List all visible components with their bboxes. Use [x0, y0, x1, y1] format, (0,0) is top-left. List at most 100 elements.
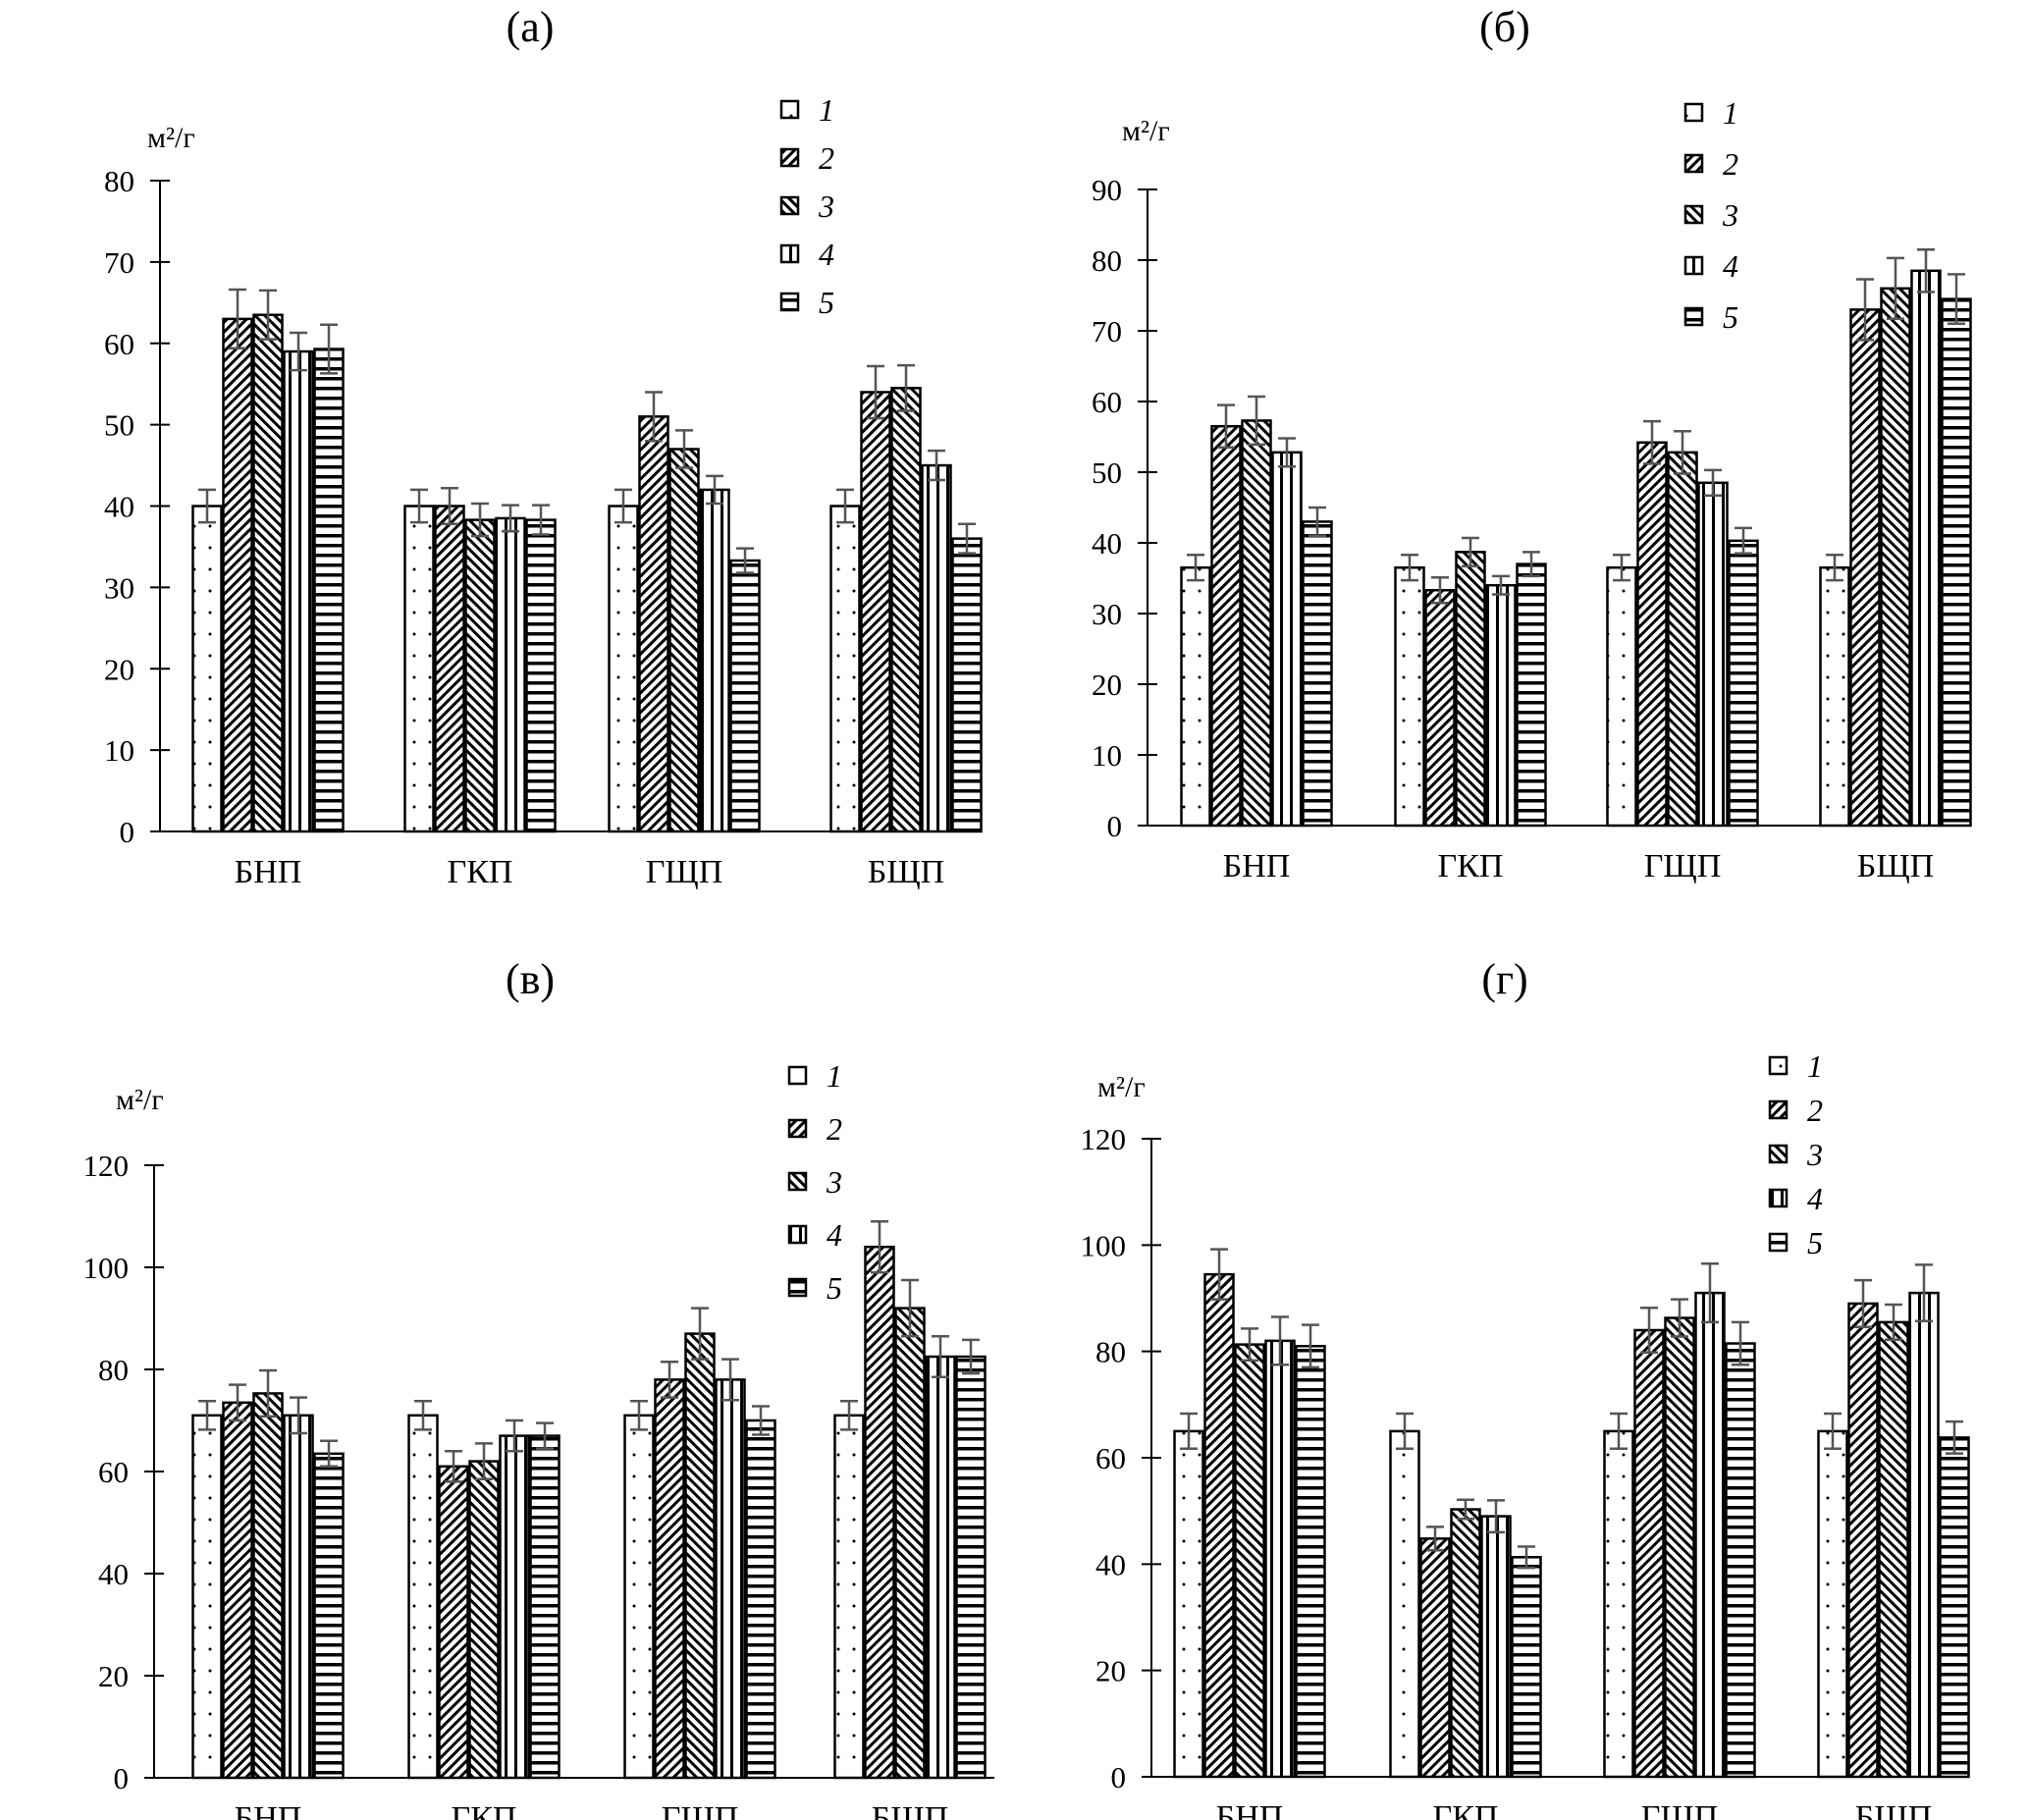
- x-tick-label: ГЩП: [646, 854, 723, 890]
- legend-swatch-5: [787, 1277, 808, 1298]
- chart-title: (в): [506, 955, 555, 1003]
- bar-series-5: [1941, 297, 1972, 828]
- bar-series-1: [833, 1414, 865, 1780]
- bar-series-2: [864, 1245, 895, 1780]
- x-tick-label: ГКП: [448, 854, 513, 890]
- chart-title: (а): [507, 3, 555, 51]
- y-tick-label: 100: [83, 1251, 130, 1285]
- bar-series-1: [1603, 1429, 1634, 1779]
- y-tick-label: 60: [1092, 385, 1122, 419]
- bar-series-4: [495, 516, 526, 833]
- bar-series-4: [1910, 269, 1942, 828]
- bar-series-4: [921, 463, 952, 833]
- bar-series-3: [1241, 419, 1272, 828]
- x-tick-label: ГЩП: [662, 1800, 739, 1820]
- bar-series-2: [1636, 441, 1668, 828]
- y-tick-label: 120: [1081, 1122, 1127, 1156]
- y-axis-label: м²/г: [1097, 1071, 1146, 1103]
- legend-swatch-3: [1768, 1144, 1789, 1164]
- legend-label-5: 5: [1723, 299, 1738, 335]
- legend-label-3: 3: [818, 188, 834, 224]
- legend-swatch-4: [1683, 255, 1704, 276]
- chart-panel-4: (г) м²/г 0 20 40 60 80 100 120 БНП ГКП ГЩП БЩП 1 2 3 4 5: [1081, 955, 1970, 1820]
- legend-swatch-3: [779, 195, 800, 216]
- bar-series-2: [1847, 1302, 1879, 1779]
- bar-series-5: [951, 537, 983, 833]
- legend-swatch-3: [787, 1171, 808, 1192]
- bar-series-1: [1394, 565, 1425, 828]
- bar-series-5: [1728, 539, 1759, 828]
- y-axis-label: м²/г: [116, 1084, 164, 1116]
- bar-series-1: [1606, 565, 1637, 828]
- bar-series-5: [529, 1434, 561, 1780]
- bar-series-5: [1511, 1556, 1542, 1779]
- x-tick-label: БНП: [235, 854, 302, 890]
- bar-series-4: [1271, 451, 1303, 828]
- x-tick-label: БЩП: [1855, 1799, 1932, 1820]
- bar-series-3: [252, 1392, 284, 1780]
- bar-series-1: [608, 505, 639, 833]
- bar-series-3: [684, 1332, 716, 1780]
- y-tick-label: 40: [104, 490, 134, 524]
- legend-label-1: 1: [819, 92, 834, 128]
- legend-swatch-2: [787, 1118, 808, 1139]
- x-tick-label: ГКП: [1438, 848, 1504, 884]
- bar-series-4: [1264, 1339, 1296, 1779]
- bar-series-1: [403, 505, 435, 833]
- y-axis-label: м²/г: [147, 122, 195, 154]
- bar-series-5: [1939, 1436, 1970, 1779]
- bar-series-2: [1210, 424, 1242, 828]
- bar-series-1: [1173, 1429, 1204, 1779]
- y-tick-label: 40: [98, 1557, 129, 1591]
- chart-title: (г): [1481, 955, 1527, 1003]
- bar-series-5: [1302, 520, 1333, 828]
- legend-label-4: 4: [1807, 1181, 1823, 1216]
- x-tick-label: БЩП: [872, 1800, 948, 1820]
- y-tick-label: 30: [1092, 597, 1122, 631]
- bar-series-3: [464, 518, 496, 833]
- y-tick-label: 0: [120, 815, 135, 849]
- legend-label-2: 2: [819, 140, 834, 176]
- bar-series-2: [1849, 308, 1881, 828]
- bar-series-3: [1667, 451, 1698, 828]
- bar-series-5: [313, 1452, 345, 1780]
- y-tick-label: 20: [1092, 668, 1122, 702]
- legend-swatch-4: [787, 1224, 808, 1245]
- x-tick-label: ГЩП: [1644, 848, 1722, 884]
- y-tick-label: 70: [1092, 314, 1122, 348]
- y-tick-label: 10: [1092, 738, 1122, 773]
- x-tick-label: ГЩП: [1641, 1799, 1719, 1820]
- bar-series-2: [1633, 1328, 1665, 1779]
- bar-series-2: [222, 317, 253, 833]
- y-tick-label: 50: [104, 408, 134, 443]
- bar-series-1: [623, 1414, 655, 1780]
- bar-series-3: [468, 1460, 500, 1780]
- y-tick-label: 80: [98, 1353, 129, 1387]
- bar-series-5: [1725, 1342, 1756, 1779]
- bar-series-4: [1480, 1515, 1512, 1779]
- y-tick-label: 20: [1095, 1654, 1126, 1688]
- x-tick-label: ГКП: [452, 1800, 517, 1820]
- y-tick-label: 20: [98, 1659, 129, 1693]
- bar-series-4: [283, 1414, 314, 1780]
- bar-series-2: [438, 1465, 469, 1780]
- legend-swatch-2: [1683, 153, 1704, 174]
- bar-series-3: [1450, 1508, 1481, 1779]
- legend-label-4: 4: [1723, 248, 1738, 284]
- legend-swatch-1: [779, 99, 800, 120]
- bar-series-5: [745, 1419, 776, 1780]
- bar-series-1: [1180, 565, 1211, 828]
- legend-label-1: 1: [1807, 1048, 1823, 1084]
- y-tick-label: 80: [104, 164, 134, 198]
- chart-panel-2: (б) м²/г 0 10 20 30 40 50 60 70 80 90 БНП ГКП ГЩП БЩП 1 2…: [1092, 3, 1972, 884]
- legend-swatch-1: [787, 1065, 808, 1086]
- y-tick-label: 60: [104, 327, 134, 361]
- bar-series-3: [894, 1307, 926, 1780]
- bar-series-3: [1455, 551, 1486, 828]
- x-tick-label: ГКП: [1433, 1799, 1499, 1820]
- bar-series-4: [1697, 481, 1729, 828]
- legend-label-5: 5: [827, 1270, 842, 1306]
- y-tick-label: 0: [1111, 1760, 1127, 1794]
- legend-swatch-4: [779, 243, 800, 264]
- y-axis-label: м²/г: [1122, 115, 1170, 147]
